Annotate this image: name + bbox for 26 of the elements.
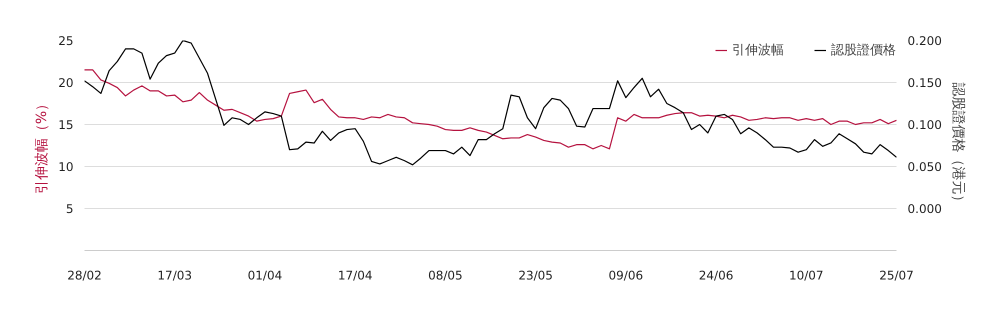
x-tick-label: 09/06 [608, 268, 644, 282]
y2-tick-label: 0.000 [908, 202, 942, 216]
y-tick-label: 20 [58, 76, 74, 90]
y-tick-label: 15 [58, 118, 74, 132]
x-tick-label: 28/02 [67, 268, 102, 282]
y2-tick-label: 0.200 [908, 34, 942, 48]
legend-label: 引伸波幅 [732, 42, 784, 59]
y2-tick-label: 0.100 [908, 118, 942, 132]
x-tick-label: 17/03 [157, 268, 192, 282]
legend-label: 認股證價格 [831, 42, 896, 59]
x-tick-label: 10/07 [788, 268, 824, 282]
line-series [84, 69, 896, 150]
y-axis-title: 引伸波幅（%） [34, 96, 50, 194]
x-tick-label: 25/07 [879, 268, 914, 282]
x-tick-label: 24/06 [698, 268, 734, 282]
x-tick-label: 01/04 [248, 268, 282, 282]
line-series [84, 40, 896, 166]
y-tick-label: 10 [58, 160, 74, 174]
x-tick-label: 08/05 [428, 268, 463, 282]
y2-axis-title: 認股證價格（港元） [950, 82, 966, 208]
y2-tick-label: 0.150 [908, 76, 942, 90]
x-tick-label: 23/05 [518, 268, 553, 282]
x-tick-label: 17/04 [338, 268, 372, 282]
y2-tick-label: 0.050 [908, 160, 942, 174]
y-tick-label: 5 [66, 202, 74, 216]
y-tick-label: 25 [58, 34, 74, 48]
